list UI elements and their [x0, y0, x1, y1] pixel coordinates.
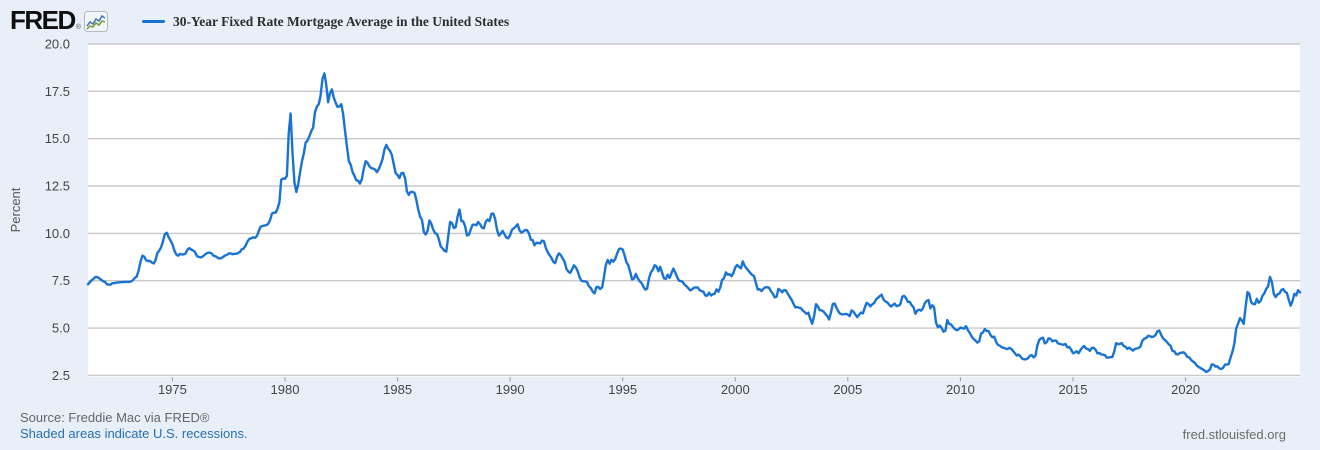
x-tick-label: 2005 — [833, 382, 862, 397]
x-tick-label: 2010 — [946, 382, 975, 397]
y-tick-label: 2.5 — [52, 368, 70, 383]
fred-logo[interactable]: FRED ® — [10, 7, 108, 33]
x-tick-label: 1975 — [158, 382, 187, 397]
chart-header: FRED ® 30-Year Fixed Rate Mortgage Avera… — [10, 4, 509, 36]
y-tick-label: 10.0 — [45, 226, 70, 241]
plot-area — [88, 44, 1300, 377]
legend-line-swatch — [141, 20, 165, 23]
x-tick-label: 1990 — [496, 382, 525, 397]
x-tick-label: 1980 — [271, 382, 300, 397]
y-tick-label: 17.5 — [45, 84, 70, 99]
mortgage-rate-chart: 20.017.515.012.510.07.55.02.5 1975 1980 19… — [8, 37, 1302, 397]
y-tick-label: 5.0 — [52, 321, 70, 336]
y-tick-labels: 20.0 17.5 15.0 12.5 10.0 7.5 5.0 2.5 — [45, 37, 70, 383]
mortgage-rate-line — [86, 72, 1302, 374]
legend-series-label: 30-Year Fixed Rate Mortgage Average in t… — [172, 13, 510, 29]
x-tick-label: 2020 — [1171, 382, 1200, 397]
chart-footer: Source: Freddie Mac via FRED® Shaded are… — [20, 410, 248, 442]
recessions-link[interactable]: Shaded areas indicate U.S. recessions. — [20, 426, 248, 441]
source-text: Source: Freddie Mac via FRED® — [20, 410, 210, 425]
site-url: fred.stlouisfed.org — [1182, 427, 1286, 442]
registered-trademark-mark: ® — [75, 24, 81, 31]
fred-logo-text: FRED — [10, 5, 76, 35]
x-tick-label: 2015 — [1059, 382, 1088, 397]
y-tick-label: 20.0 — [45, 37, 70, 52]
chart-legend: 30-Year Fixed Rate Mortgage Average in t… — [141, 13, 510, 30]
fred-logo-chart-icon — [83, 11, 108, 32]
y-tick-label: 15.0 — [45, 131, 70, 146]
x-tick-label: 1985 — [383, 382, 412, 397]
y-axis-label: Percent — [8, 187, 23, 232]
y-tick-label: 12.5 — [45, 179, 70, 194]
x-tick-label: 2000 — [721, 382, 750, 397]
x-tick-label: 1995 — [608, 382, 637, 397]
y-tick-label: 7.5 — [52, 273, 70, 288]
x-tick-marks — [171, 377, 1187, 382]
gridlines — [88, 43, 1300, 377]
x-tick-labels: 1975 1980 1985 1990 1995 2000 2005 2010 2015 2020 — [158, 382, 1200, 397]
